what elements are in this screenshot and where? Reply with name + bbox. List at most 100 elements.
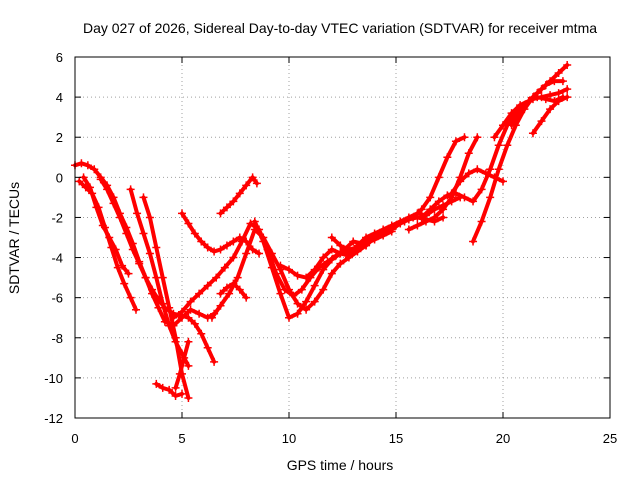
data-point — [83, 161, 92, 170]
data-point — [516, 109, 525, 118]
data-point — [293, 299, 302, 308]
data-point — [533, 89, 542, 98]
data-point — [229, 253, 238, 262]
data-point — [417, 205, 426, 214]
series-trace-19 — [419, 87, 570, 220]
data-point — [336, 259, 345, 268]
data-point — [528, 129, 537, 138]
data-point — [222, 203, 231, 212]
data-point — [563, 85, 572, 94]
data-point — [302, 297, 311, 306]
data-point — [246, 219, 255, 228]
data-point — [417, 213, 426, 222]
data-point — [120, 279, 129, 288]
data-point — [90, 165, 99, 174]
data-point — [327, 233, 336, 242]
data-point — [456, 177, 465, 186]
data-point — [98, 221, 107, 230]
data-point — [222, 283, 231, 292]
data-point — [490, 133, 499, 142]
data-point — [111, 245, 120, 254]
data-point — [216, 301, 225, 310]
y-tick-label: 6 — [56, 50, 63, 65]
chart-title: Day 027 of 2026, Sidereal Day-to-day VTE… — [83, 20, 597, 36]
data-point — [197, 237, 206, 246]
data-point — [77, 159, 86, 168]
data-point — [197, 329, 206, 338]
series-trace-9 — [171, 221, 390, 320]
data-point — [195, 309, 204, 318]
data-point — [434, 173, 443, 182]
data-point — [242, 293, 251, 302]
series-trace-4 — [98, 177, 217, 364]
data-point — [210, 357, 219, 366]
data-point — [96, 175, 105, 184]
data-point — [235, 285, 244, 294]
data-point — [252, 179, 261, 188]
data-point — [113, 263, 122, 272]
y-tick-label: 2 — [56, 130, 63, 145]
data-point — [169, 313, 178, 322]
data-point — [469, 237, 478, 246]
data-point — [563, 93, 572, 102]
data-point — [235, 189, 244, 198]
data-point — [400, 217, 409, 226]
data-point — [220, 263, 229, 272]
data-point — [203, 281, 212, 290]
data-point — [349, 237, 358, 246]
data-point — [165, 303, 174, 312]
data-point — [362, 241, 371, 250]
data-point — [158, 299, 167, 308]
data-point — [319, 253, 328, 262]
data-point — [118, 261, 127, 270]
data-point — [554, 89, 563, 98]
data-point — [122, 229, 131, 238]
data-point — [451, 137, 460, 146]
data-point — [541, 95, 550, 104]
data-point — [554, 97, 563, 106]
data-point — [250, 217, 259, 226]
data-point — [473, 133, 482, 142]
data-point — [152, 379, 161, 388]
data-point — [165, 385, 174, 394]
x-tick-label: 20 — [496, 431, 510, 446]
data-point — [404, 225, 413, 234]
data-point — [362, 233, 371, 242]
data-point — [184, 219, 193, 228]
data-point — [259, 237, 268, 246]
data-point — [537, 117, 546, 126]
x-tick-label: 15 — [389, 431, 403, 446]
data-point — [267, 263, 276, 272]
data-point — [336, 241, 345, 250]
data-point — [302, 273, 311, 282]
data-point — [546, 91, 555, 100]
data-point — [216, 289, 225, 298]
data-point — [507, 121, 516, 130]
data-point — [145, 213, 154, 222]
data-point — [203, 243, 212, 252]
data-point — [207, 313, 216, 322]
data-point — [178, 307, 186, 316]
data-point — [550, 77, 559, 86]
data-point — [327, 269, 336, 278]
x-axis-label: GPS time / hours — [287, 457, 394, 473]
data-point — [126, 185, 135, 194]
data-point — [139, 193, 148, 202]
data-point — [210, 247, 219, 256]
data-point — [222, 241, 231, 250]
series-trace-8 — [173, 339, 191, 390]
data-point — [319, 285, 328, 294]
y-tick-label: -2 — [51, 210, 63, 225]
data-point — [327, 255, 336, 264]
data-point — [336, 249, 345, 258]
data-point — [242, 237, 251, 246]
data-point — [229, 279, 238, 288]
data-point — [310, 281, 319, 290]
data-point — [180, 353, 189, 362]
data-point — [319, 265, 328, 274]
data-point — [178, 209, 186, 218]
plot-frame — [74, 56, 611, 419]
data-point — [434, 197, 443, 206]
data-point — [203, 343, 212, 352]
data-point — [139, 229, 148, 238]
